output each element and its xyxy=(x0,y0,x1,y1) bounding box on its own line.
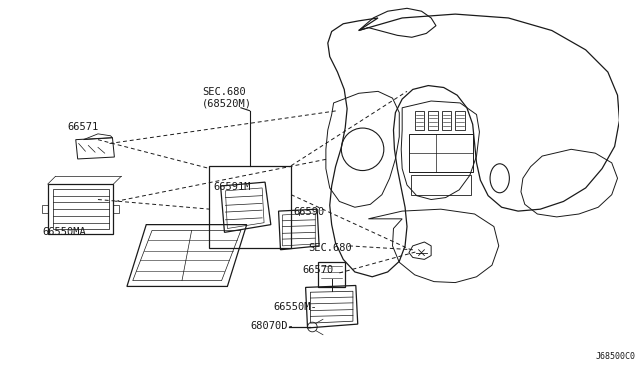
Text: J68500C0: J68500C0 xyxy=(595,352,636,361)
Bar xyxy=(113,205,119,213)
Text: (68520M): (68520M) xyxy=(202,98,252,108)
Text: 66570: 66570 xyxy=(303,265,334,275)
Text: SEC.680: SEC.680 xyxy=(202,87,246,97)
Text: 66590: 66590 xyxy=(293,207,324,217)
Text: 68070D-: 68070D- xyxy=(250,321,294,331)
Text: 66571: 66571 xyxy=(67,122,99,132)
Bar xyxy=(42,205,48,213)
Text: 66550MA: 66550MA xyxy=(42,227,86,237)
Text: SEC.680: SEC.680 xyxy=(308,243,352,253)
Text: 66550M-: 66550M- xyxy=(274,302,317,312)
Text: 66591M: 66591M xyxy=(214,182,252,192)
